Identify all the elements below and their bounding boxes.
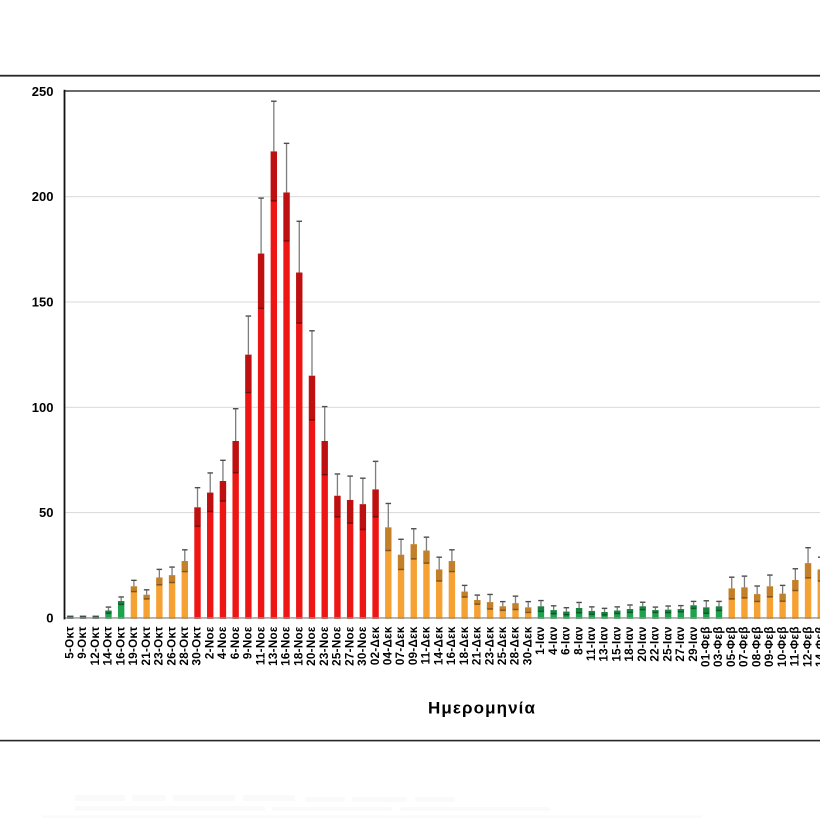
svg-text:Ημερομηνία: Ημερομηνία bbox=[428, 699, 536, 718]
svg-text:0: 0 bbox=[46, 610, 53, 625]
svg-text:11-Δεκ: 11-Δεκ bbox=[420, 626, 433, 664]
svg-text:12-Φεβ: 12-Φεβ bbox=[801, 626, 814, 667]
svg-text:2-Νοε: 2-Νοε bbox=[203, 626, 216, 659]
svg-text:10-Φεβ: 10-Φεβ bbox=[776, 626, 789, 667]
svg-text:200: 200 bbox=[32, 189, 54, 204]
svg-text:29-Ιαν: 29-Ιαν bbox=[687, 626, 700, 661]
svg-text:02-Δεκ: 02-Δεκ bbox=[369, 626, 382, 665]
svg-text:11-Ιαν: 11-Ιαν bbox=[585, 626, 598, 661]
svg-text:08-Φεβ: 08-Φεβ bbox=[750, 626, 763, 667]
svg-text:07-Δεκ: 07-Δεκ bbox=[394, 626, 407, 665]
svg-text:4-Ιαν: 4-Ιαν bbox=[547, 626, 560, 655]
svg-text:4-Νοε: 4-Νοε bbox=[216, 626, 229, 659]
svg-text:9-Νοε: 9-Νοε bbox=[242, 626, 255, 659]
svg-text:30-Νοε: 30-Νοε bbox=[356, 626, 369, 666]
svg-text:09-Δεκ: 09-Δεκ bbox=[407, 626, 420, 665]
svg-text:16-Οκτ: 16-Οκτ bbox=[114, 626, 127, 665]
svg-text:18-Δεκ: 18-Δεκ bbox=[458, 626, 471, 665]
svg-text:28-Δεκ: 28-Δεκ bbox=[509, 626, 522, 665]
svg-text:18-Νοε: 18-Νοε bbox=[292, 626, 305, 666]
svg-text:27-Ιαν: 27-Ιαν bbox=[674, 626, 687, 661]
svg-text:21-Δεκ: 21-Δεκ bbox=[471, 626, 484, 665]
svg-text:15-Ιαν: 15-Ιαν bbox=[610, 626, 623, 661]
svg-text:25-Ιαν: 25-Ιαν bbox=[661, 626, 674, 661]
svg-text:18-Ιαν: 18-Ιαν bbox=[623, 626, 636, 661]
svg-text:25-Δεκ: 25-Δεκ bbox=[496, 626, 509, 665]
svg-text:04-Δεκ: 04-Δεκ bbox=[382, 626, 395, 665]
svg-text:25-Νοε: 25-Νοε bbox=[331, 626, 344, 666]
svg-text:30-Οκτ: 30-Οκτ bbox=[191, 626, 204, 665]
svg-text:23-Δεκ: 23-Δεκ bbox=[483, 626, 496, 665]
svg-text:250: 250 bbox=[32, 84, 54, 99]
svg-text:13-Ιαν: 13-Ιαν bbox=[598, 626, 611, 661]
svg-text:9-Οκτ: 9-Οκτ bbox=[76, 626, 89, 658]
svg-text:09-Φεβ: 09-Φεβ bbox=[763, 626, 776, 667]
svg-text:6-Νοε: 6-Νοε bbox=[229, 626, 242, 659]
svg-text:14-Οκτ: 14-Οκτ bbox=[102, 626, 115, 665]
svg-text:05-Φεβ: 05-Φεβ bbox=[725, 626, 738, 667]
svg-text:27-Νοε: 27-Νοε bbox=[343, 626, 356, 666]
svg-text:20-Νοε: 20-Νοε bbox=[305, 626, 318, 666]
svg-text:23-Οκτ: 23-Οκτ bbox=[153, 626, 166, 665]
svg-text:01-Φεβ: 01-Φεβ bbox=[700, 626, 713, 667]
svg-text:5-Οκτ: 5-Οκτ bbox=[64, 626, 77, 658]
svg-text:03-Φεβ: 03-Φεβ bbox=[712, 626, 725, 667]
svg-text:14-Φεβ: 14-Φεβ bbox=[814, 626, 820, 667]
svg-text:26-Οκτ: 26-Οκτ bbox=[165, 626, 178, 665]
svg-text:6-Ιαν: 6-Ιαν bbox=[560, 626, 573, 655]
svg-text:100: 100 bbox=[32, 400, 54, 415]
svg-text:11-Νοε: 11-Νοε bbox=[254, 626, 267, 665]
svg-text:20-Ιαν: 20-Ιαν bbox=[636, 626, 649, 661]
svg-text:16-Νοε: 16-Νοε bbox=[280, 626, 293, 666]
svg-text:50: 50 bbox=[39, 505, 53, 520]
svg-text:22-Ιαν: 22-Ιαν bbox=[649, 626, 662, 661]
svg-text:21-Οκτ: 21-Οκτ bbox=[140, 626, 153, 665]
svg-text:19-Οκτ: 19-Οκτ bbox=[127, 626, 140, 665]
svg-text:14-Δεκ: 14-Δεκ bbox=[432, 626, 445, 665]
svg-text:8-Ιαν: 8-Ιαν bbox=[572, 626, 585, 655]
svg-text:11-Φεβ: 11-Φεβ bbox=[789, 626, 802, 666]
svg-text:23-Νοε: 23-Νοε bbox=[318, 626, 331, 666]
svg-text:13-Νοε: 13-Νοε bbox=[267, 626, 280, 666]
svg-text:12-Οκτ: 12-Οκτ bbox=[89, 626, 102, 665]
svg-text:150: 150 bbox=[32, 295, 54, 310]
svg-text:07-Φεβ: 07-Φεβ bbox=[738, 626, 751, 667]
svg-text:30-Δεκ: 30-Δεκ bbox=[521, 626, 534, 665]
svg-text:28-Οκτ: 28-Οκτ bbox=[178, 626, 191, 665]
svg-text:1-Ιαν: 1-Ιαν bbox=[534, 626, 547, 655]
svg-text:16-Δεκ: 16-Δεκ bbox=[445, 626, 458, 665]
